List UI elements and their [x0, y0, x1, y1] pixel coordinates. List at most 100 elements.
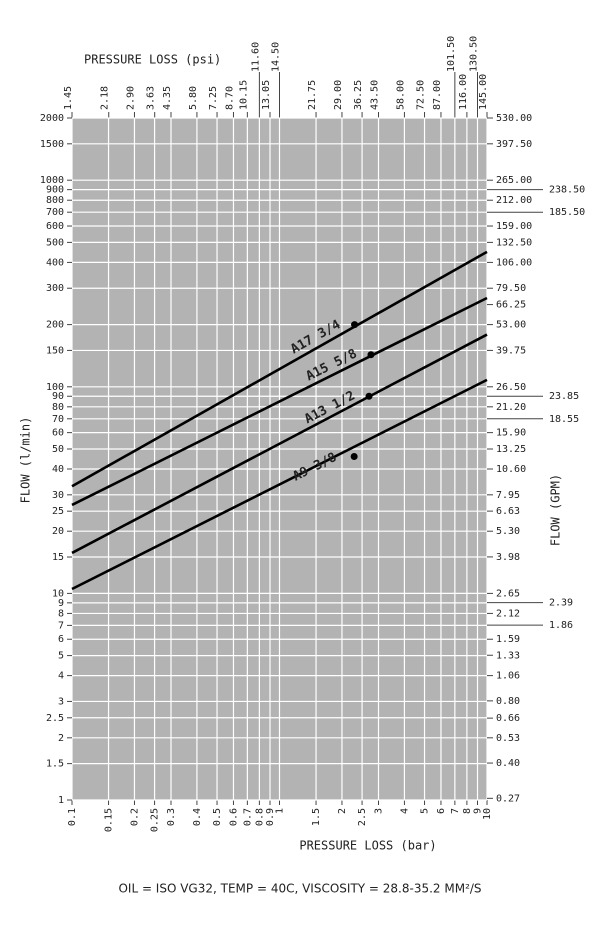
y2-tick-label: 265.00 — [496, 175, 532, 186]
y2-tick-label: 2.65 — [496, 588, 520, 599]
y-tick-label: 10 — [52, 588, 64, 599]
y2-tick-label: 10.60 — [496, 464, 526, 475]
y-tick-label: 7 — [58, 620, 64, 631]
x-tick-label: 1 — [275, 808, 286, 814]
y2-axis-title: FLOW (GPM) — [549, 474, 563, 546]
y-tick-label: 150 — [46, 345, 64, 356]
x2-tick-label: 13.05 — [261, 80, 272, 110]
point-marker — [365, 392, 373, 400]
x-tick-label: 0.8 — [254, 808, 265, 826]
x2-tick-label: 14.50 — [271, 42, 282, 72]
y2-tick-label: 18.55 — [549, 414, 579, 425]
y2-tick-label: 106.00 — [496, 257, 532, 268]
y-tick-label: 1 — [58, 795, 64, 806]
y-tick-label: 500 — [46, 237, 64, 248]
y2-tick-label: 2.39 — [549, 598, 573, 609]
y-tick-label: 30 — [52, 490, 64, 501]
y-tick-label: 2 — [58, 733, 64, 744]
y2-tick-label: 0.40 — [496, 758, 520, 769]
y2-tick-label: 1.59 — [496, 634, 520, 645]
flow-line — [71, 250, 488, 488]
x-tick-label: 5 — [420, 808, 431, 814]
y2-tick-label: 185.50 — [549, 207, 585, 218]
y-tick-label: 600 — [46, 221, 64, 232]
y-tick-label: 900 — [46, 185, 64, 196]
point-marker — [367, 351, 375, 359]
y2-tick-label: 23.85 — [549, 391, 579, 402]
x2-tick-label: 101.50 — [446, 36, 457, 72]
x2-tick-label: 36.25 — [353, 80, 364, 110]
x2-tick-label: 43.50 — [370, 80, 381, 110]
top-axis-title: PRESSURE LOSS (psi) — [84, 53, 221, 67]
y2-tick-label: 13.25 — [496, 444, 526, 455]
y2-tick-label: 21.20 — [496, 402, 526, 413]
x-tick-label: 0.2 — [129, 808, 140, 826]
y2-tick-label: 1.06 — [496, 671, 520, 682]
y-tick-label: 800 — [46, 195, 64, 206]
x2-tick-label: 72.50 — [416, 80, 427, 110]
y2-tick-label: 3.98 — [496, 552, 520, 563]
y2-tick-label: 79.50 — [496, 283, 526, 294]
y2-tick-label: 26.50 — [496, 382, 526, 393]
x-tick-label: 7 — [450, 808, 461, 814]
y-tick-label: 40 — [52, 464, 64, 475]
x2-tick-label: 5.80 — [188, 86, 199, 110]
x2-tick-label: 29.00 — [333, 80, 344, 110]
x2-tick-label: 145.00 — [478, 74, 489, 110]
y2-tick-label: 530.00 — [496, 113, 532, 124]
y2-tick-label: 2.12 — [496, 608, 520, 619]
y-tick-label: 400 — [46, 257, 64, 268]
x2-tick-label: 7.25 — [208, 86, 219, 110]
y-tick-label: 25 — [52, 506, 64, 517]
y-tick-label: 4 — [58, 671, 64, 682]
footnote: OIL = ISO VG32, TEMP = 40C, VISCOSITY = … — [118, 882, 481, 896]
y2-tick-label: 0.66 — [496, 713, 520, 724]
y2-tick-label: 159.00 — [496, 221, 532, 232]
y2-tick-label: 238.50 — [549, 185, 585, 196]
point-marker — [350, 452, 358, 460]
y2-tick-label: 53.00 — [496, 320, 526, 331]
y-tick-label: 100 — [46, 382, 64, 393]
x-tick-label: 2.5 — [357, 808, 368, 826]
x-tick-label: 0.9 — [265, 808, 276, 826]
y-tick-label: 2.5 — [46, 713, 64, 724]
y2-tick-label: 1.86 — [549, 620, 573, 631]
x-tick-label: 1.5 — [311, 808, 322, 826]
x2-tick-label: 10.15 — [238, 80, 249, 110]
y2-tick-label: 0.27 — [496, 793, 520, 804]
y-tick-label: 80 — [52, 402, 64, 413]
y-tick-label: 90 — [52, 391, 64, 402]
y-tick-label: 20 — [52, 526, 64, 537]
y-tick-label: 60 — [52, 428, 64, 439]
x-axis-title: PRESSURE LOSS (bar) — [299, 839, 436, 853]
x2-tick-label: 8.70 — [224, 86, 235, 110]
y-tick-label: 50 — [52, 444, 64, 455]
y-tick-label: 1000 — [40, 175, 64, 186]
y2-tick-label: 397.50 — [496, 139, 532, 150]
y-axis-title: FLOW (l/min) — [19, 417, 33, 504]
x2-tick-label: 130.50 — [469, 36, 480, 72]
x-tick-label: 9 — [473, 808, 484, 814]
y-tick-label: 700 — [46, 207, 64, 218]
x2-tick-label: 2.90 — [125, 86, 136, 110]
x-tick-label: 0.4 — [192, 808, 203, 826]
y2-tick-label: 39.75 — [496, 345, 526, 356]
y2-tick-label: 0.80 — [496, 696, 520, 707]
y2-tick-label: 6.63 — [496, 506, 520, 517]
y2-tick-label: 0.53 — [496, 733, 520, 744]
y2-tick-label: 212.00 — [496, 195, 532, 206]
y-tick-label: 6 — [58, 634, 64, 645]
x-tick-label: 4 — [399, 808, 410, 814]
x-tick-label: 6 — [436, 808, 447, 814]
x-tick-label: 3 — [374, 808, 385, 814]
x-tick-label: 0.15 — [104, 808, 115, 832]
y2-tick-label: 7.95 — [496, 490, 520, 501]
x-tick-label: 0.3 — [166, 808, 177, 826]
x2-tick-label: 116.00 — [458, 74, 469, 110]
x-tick-label: 0.7 — [242, 808, 253, 826]
y-tick-label: 1500 — [40, 139, 64, 150]
x-tick-label: 0.6 — [228, 808, 239, 826]
y-tick-label: 9 — [58, 598, 64, 609]
y-tick-label: 1.5 — [46, 759, 64, 770]
